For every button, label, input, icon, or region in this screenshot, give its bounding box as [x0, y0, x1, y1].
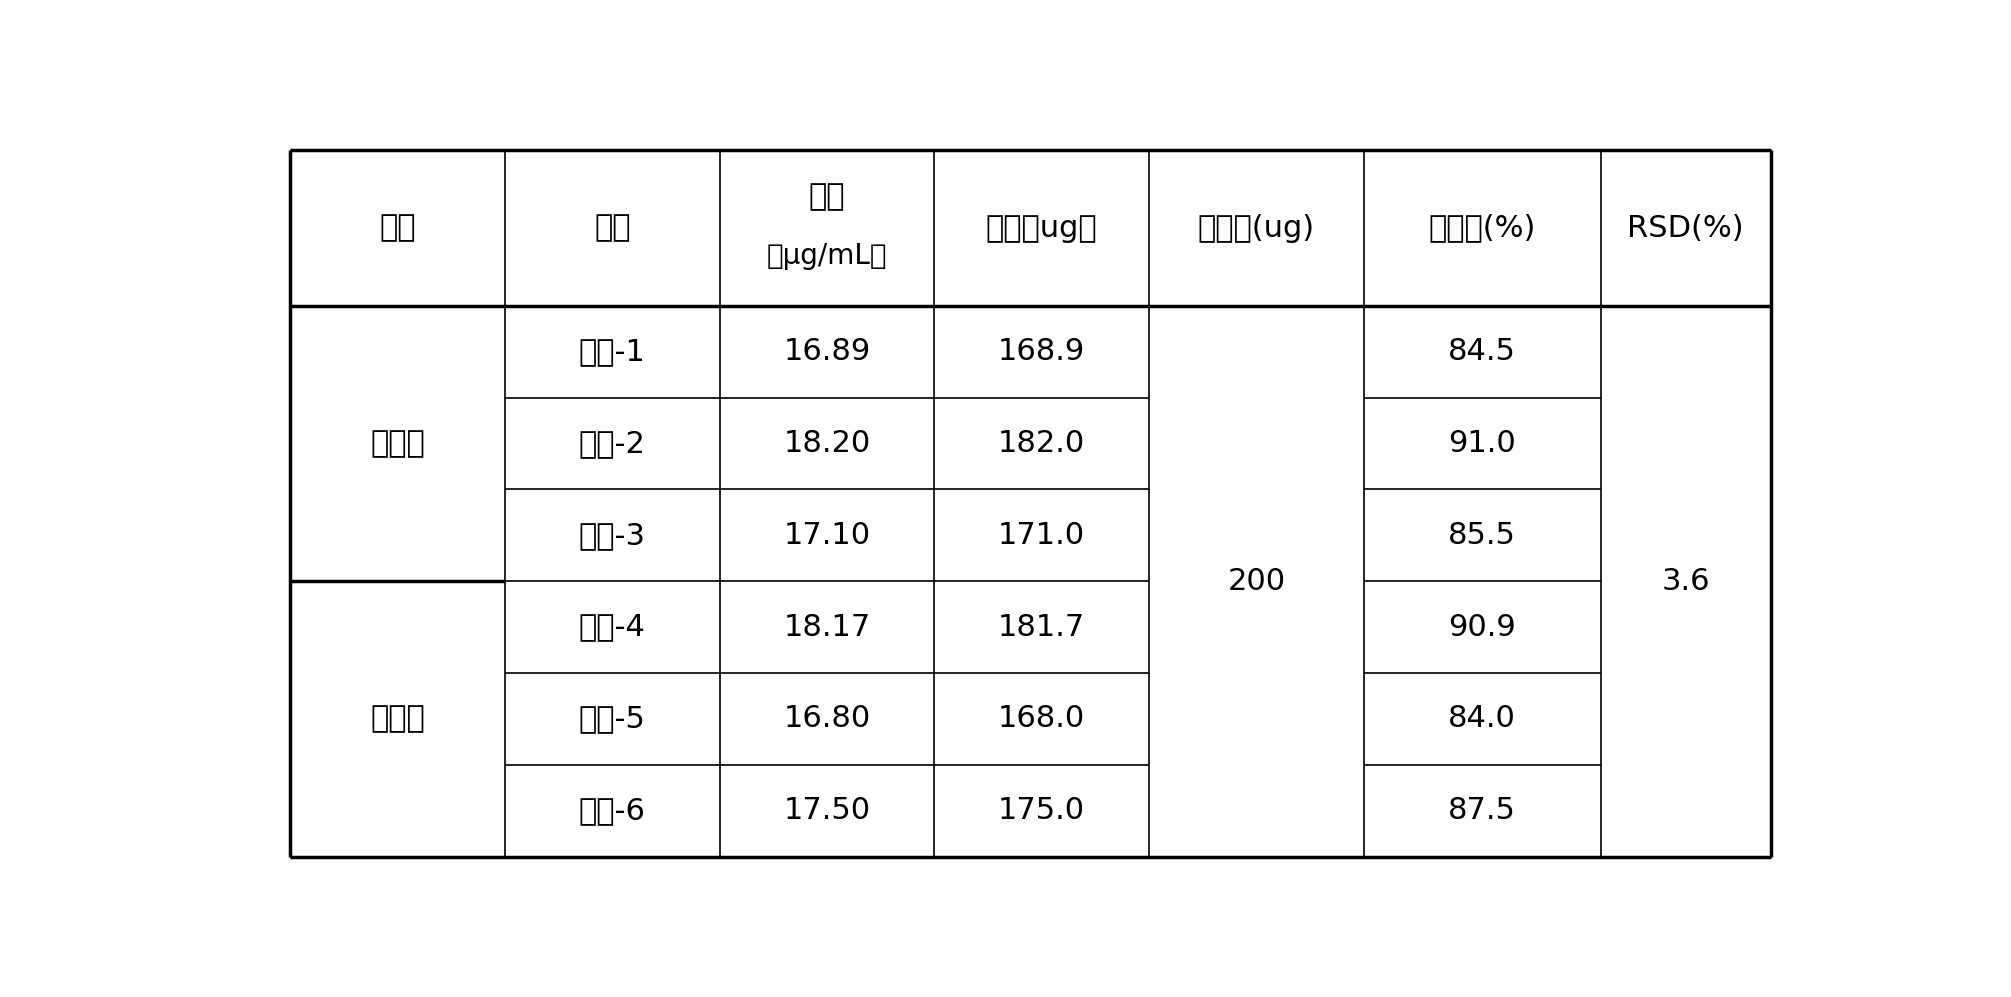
Text: 加标-3: 加标-3: [579, 520, 646, 549]
Text: 16.80: 16.80: [784, 705, 871, 734]
Text: 168.9: 168.9: [997, 337, 1086, 366]
Text: 181.7: 181.7: [997, 612, 1086, 642]
Text: 87.5: 87.5: [1448, 797, 1516, 826]
Text: 90.9: 90.9: [1448, 612, 1516, 642]
Text: 171.0: 171.0: [997, 520, 1086, 549]
Text: 3.6: 3.6: [1661, 566, 1709, 595]
Text: 浓度: 浓度: [808, 182, 845, 211]
Text: 17.50: 17.50: [784, 797, 871, 826]
Text: RSD(%): RSD(%): [1627, 213, 1744, 242]
Text: 含量（ug）: 含量（ug）: [985, 213, 1098, 242]
Text: 91.0: 91.0: [1448, 429, 1516, 458]
Text: 垫皮革: 垫皮革: [370, 705, 424, 734]
Text: 16.89: 16.89: [784, 337, 871, 366]
Text: 加标-5: 加标-5: [579, 705, 646, 734]
Text: 168.0: 168.0: [997, 705, 1086, 734]
Text: 182.0: 182.0: [997, 429, 1086, 458]
Text: 85.5: 85.5: [1448, 520, 1516, 549]
Text: 加标量(ug): 加标量(ug): [1199, 213, 1315, 242]
Text: 200: 200: [1227, 566, 1285, 595]
Text: 84.0: 84.0: [1448, 705, 1516, 734]
Text: 加标-6: 加标-6: [579, 797, 646, 826]
Text: 18.17: 18.17: [784, 612, 871, 642]
Text: 18.20: 18.20: [784, 429, 871, 458]
Text: 加标-1: 加标-1: [579, 337, 646, 366]
Text: 汽车坐: 汽车坐: [370, 429, 424, 458]
Text: 17.10: 17.10: [784, 520, 871, 549]
Text: 样品: 样品: [380, 213, 416, 242]
Text: 加标-2: 加标-2: [579, 429, 646, 458]
Text: 175.0: 175.0: [997, 797, 1086, 826]
Text: 回收率(%): 回收率(%): [1428, 213, 1536, 242]
Text: （μg/mL）: （μg/mL）: [766, 242, 887, 270]
Text: 加标: 加标: [593, 213, 631, 242]
Text: 加标-4: 加标-4: [579, 612, 646, 642]
Text: 84.5: 84.5: [1448, 337, 1516, 366]
